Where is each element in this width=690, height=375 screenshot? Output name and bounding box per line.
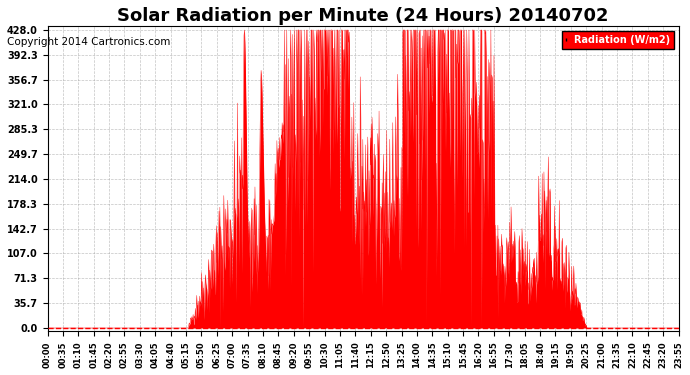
Text: Copyright 2014 Cartronics.com: Copyright 2014 Cartronics.com bbox=[7, 37, 170, 47]
Title: Solar Radiation per Minute (24 Hours) 20140702: Solar Radiation per Minute (24 Hours) 20… bbox=[117, 7, 609, 25]
Legend: Radiation (W/m2): Radiation (W/m2) bbox=[562, 32, 673, 49]
